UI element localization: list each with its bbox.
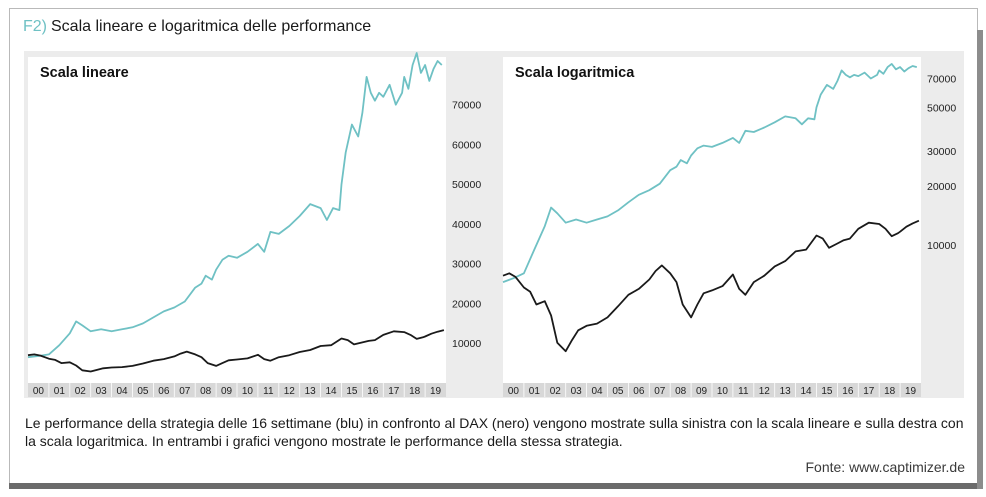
linear-y-tick-label: 20000 — [452, 298, 481, 310]
log-x-tick-label: 04 — [591, 386, 603, 397]
figure-caption: Le performance della strategia delle 16 … — [25, 415, 964, 449]
log-x-tick-label: 09 — [696, 386, 708, 397]
log-x-tick-label: 06 — [633, 386, 645, 397]
log-y-tick-label: 10000 — [927, 240, 956, 252]
linear-x-tick-label: 06 — [158, 386, 170, 397]
linear-x-tick-label: 04 — [116, 386, 128, 397]
log-x-tick-label: 15 — [821, 386, 833, 397]
linear-x-tick-label: 19 — [430, 386, 442, 397]
log-x-tick-label: 17 — [863, 386, 875, 397]
linear-x-tick-label: 12 — [284, 386, 296, 397]
linear-x-tick-label: 05 — [137, 386, 149, 397]
figure-frame: F2) Scala lineare e logaritmica delle per… — [9, 8, 978, 488]
linear-x-tick-label: 07 — [179, 386, 191, 397]
log-x-tick-label: 01 — [529, 386, 541, 397]
linear-y-tick-label: 40000 — [452, 219, 481, 231]
linear-x-tick-label: 11 — [263, 386, 274, 397]
log-x-tick-label: 19 — [905, 386, 917, 397]
charts-area: 00 01 02 03 04 05 06 07 08 09 10 11 12 13 14 15 16 17 18 19… — [24, 51, 964, 398]
linear-series-line-strategy — [27, 52, 443, 359]
linear-x-tick-label: 15 — [346, 386, 358, 397]
log-x-tick-label: 05 — [612, 386, 624, 397]
bottom-bar — [9, 483, 977, 489]
log-x-tick-label: 12 — [759, 386, 771, 397]
log-x-tick-label: 10 — [717, 386, 729, 397]
log-x-tick-label: 02 — [550, 386, 562, 397]
linear-x-tick-label: 14 — [325, 386, 337, 397]
log-x-tick-label: 11 — [738, 386, 749, 397]
linear-x-tick-label: 18 — [409, 386, 421, 397]
figure-source: Fonte: www.captimizer.de — [805, 459, 965, 475]
log-scale-chart: 00 01 02 03 04 05 06 07 08 09 10 11 12 13 14 15 16 17 18 19… — [502, 57, 956, 397]
figure-label: F2) — [23, 18, 47, 35]
log-x-tick-label: 00 — [508, 386, 520, 397]
right-edge-shadow — [977, 30, 983, 489]
log-plot-area — [503, 57, 921, 383]
linear-y-tick-label: 10000 — [452, 338, 481, 350]
linear-x-tick-label: 09 — [221, 386, 233, 397]
log-x-tick-label: 03 — [571, 386, 583, 397]
log-x-tick-label: 16 — [842, 386, 854, 397]
linear-x-tick-label: 13 — [305, 386, 317, 397]
figure-title-row: F2) Scala lineare e logaritmica delle per… — [23, 18, 371, 36]
linear-x-tick-label: 00 — [33, 386, 45, 397]
linear-x-tick-label: 10 — [242, 386, 254, 397]
linear-y-tick-label: 30000 — [452, 259, 481, 271]
log-y-tick-label: 20000 — [927, 181, 956, 193]
log-series-line-dax — [502, 219, 920, 353]
linear-plot-area — [28, 57, 446, 383]
linear-series-line-dax — [27, 329, 445, 373]
linear-chart-title: Scala lineare — [40, 65, 129, 81]
linear-x-tick-label: 01 — [54, 386, 66, 397]
linear-y-tick-label: 60000 — [452, 139, 481, 151]
figure-title: Scala lineare e logaritmica delle perfor… — [51, 18, 372, 35]
log-chart-title: Scala logaritmica — [515, 65, 635, 81]
linear-x-tick-label: 03 — [96, 386, 108, 397]
log-x-tick-label: 13 — [780, 386, 792, 397]
linear-y-tick-label: 70000 — [452, 100, 481, 112]
linear-scale-chart: 00 01 02 03 04 05 06 07 08 09 10 11 12 13 14 15 16 17 18 19… — [27, 52, 481, 397]
linear-x-tick-label: 16 — [367, 386, 379, 397]
log-x-tick-label: 08 — [675, 386, 687, 397]
linear-x-tick-label: 08 — [200, 386, 212, 397]
log-x-tick-label: 07 — [654, 386, 666, 397]
log-series-line-strategy — [502, 62, 918, 283]
log-y-tick-label: 70000 — [927, 74, 956, 86]
log-x-tick-label: 14 — [800, 386, 812, 397]
log-x-tick-label: 18 — [884, 386, 896, 397]
log-y-tick-label: 30000 — [927, 146, 956, 158]
linear-x-tick-label: 17 — [388, 386, 400, 397]
linear-x-tick-label: 02 — [75, 386, 87, 397]
linear-y-tick-label: 50000 — [452, 179, 481, 191]
log-y-tick-label: 50000 — [927, 102, 956, 114]
